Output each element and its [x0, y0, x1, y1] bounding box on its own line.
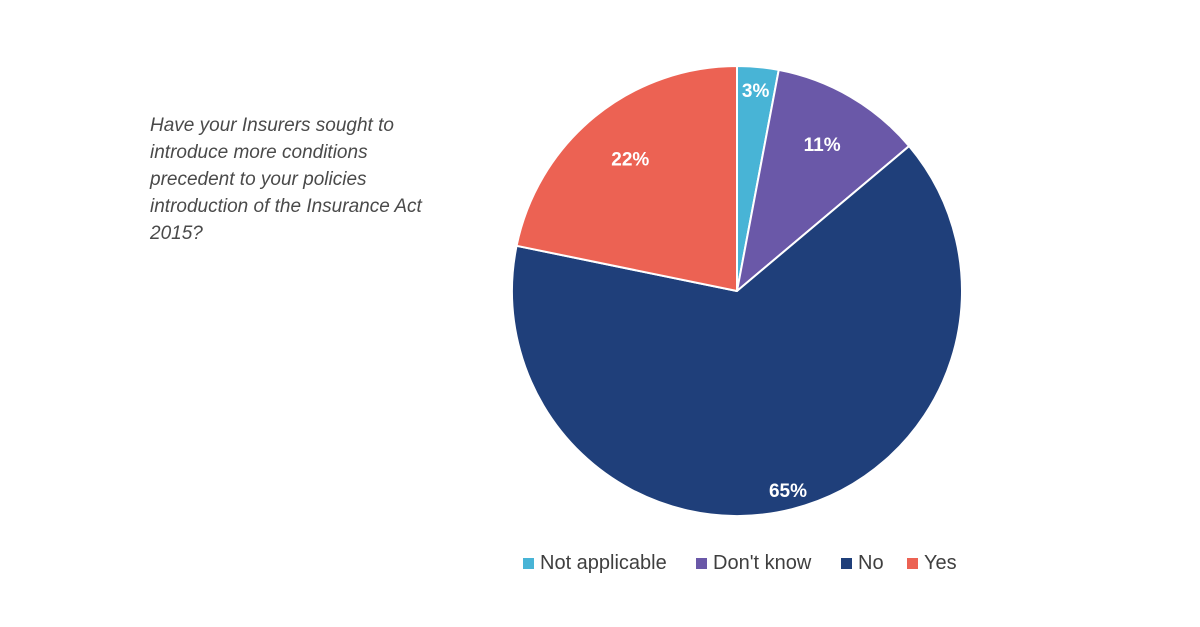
pie-slice-no [511, 145, 963, 517]
legend-swatch-not-applicable [523, 557, 534, 569]
legend-swatch-no [841, 557, 852, 569]
legend-item-no: No [841, 548, 884, 578]
pie-slice-yes [515, 65, 738, 292]
legend-item-yes: Yes [907, 548, 957, 578]
pie-slices [511, 65, 963, 517]
pie-value-labels: 3% 11% 65% 22% [611, 81, 840, 502]
pie-label-dont-know: 11% [804, 135, 841, 156]
pie-label-yes: 22% [611, 150, 649, 171]
legend-label-not-applicable: Not applicable [540, 551, 667, 574]
question-text: Have your Insurers sought to introduce m… [150, 115, 422, 244]
legend-swatch-yes [907, 557, 918, 569]
pie-label-no: 65% [769, 481, 807, 502]
pie-slice-dont-know [736, 68, 911, 292]
pie-label-not-applicable: 3% [742, 81, 770, 102]
legend-label-yes: Yes [924, 551, 957, 574]
legend-label-dont-know: Don't know [713, 551, 812, 574]
legend-label-no: No [858, 551, 884, 574]
legend-item-dont-know: Don't know [696, 548, 811, 578]
chart-legend: Not applicable Don't know No Yes [0, 548, 1200, 578]
legend-item-not-applicable: Not applicable [523, 548, 667, 578]
legend-swatch-dont-know [696, 557, 707, 569]
